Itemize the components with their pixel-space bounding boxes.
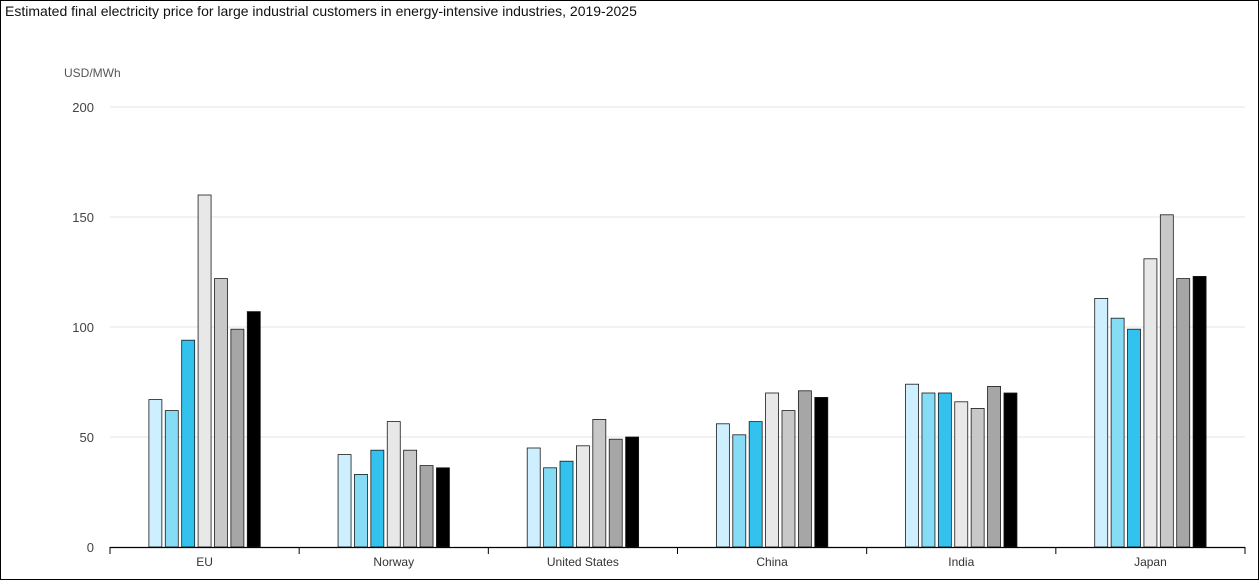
- bar: [1143, 258, 1158, 548]
- bar: [148, 399, 163, 548]
- x-axis: EU Norway United States China India Japan: [109, 546, 1246, 569]
- bars: [148, 194, 1207, 548]
- bar: [543, 467, 558, 548]
- bar: [436, 467, 450, 548]
- bar: [1003, 392, 1018, 548]
- bar: [592, 418, 607, 548]
- bar: [608, 438, 623, 548]
- bar: [987, 385, 1001, 548]
- x-tick-label: Norway: [373, 555, 414, 569]
- bar: [559, 460, 574, 548]
- x-tick-label: United States: [547, 555, 619, 569]
- bar: [732, 434, 747, 548]
- bar: [905, 383, 919, 548]
- y-tick-label: 200: [72, 100, 94, 115]
- y-tick-label: 0: [87, 540, 94, 555]
- bar: [1110, 317, 1125, 548]
- bar: [214, 278, 228, 548]
- x-tick-label: EU: [196, 555, 213, 569]
- bar: [386, 421, 401, 548]
- bar: [526, 447, 541, 548]
- bar: [715, 423, 730, 548]
- bar: [814, 396, 829, 548]
- chart-title: Estimated final electricity price for la…: [5, 3, 637, 19]
- bar: [1176, 278, 1191, 548]
- bar: [937, 392, 952, 548]
- y-tick-label: 50: [80, 430, 94, 445]
- bar: [164, 410, 179, 548]
- bar: [370, 449, 385, 548]
- bar: [748, 421, 763, 548]
- bar: [1192, 275, 1207, 548]
- bar: [419, 465, 434, 548]
- bar: [576, 445, 590, 548]
- bar: [1127, 328, 1141, 548]
- gridlines: 0 50 100 150 200: [72, 100, 1245, 555]
- bar: [797, 390, 812, 548]
- bar: [921, 392, 936, 548]
- bar: [337, 454, 352, 548]
- bar: [954, 401, 969, 548]
- bar: [181, 339, 196, 548]
- y-axis-unit-label: USD/MWh: [64, 66, 121, 80]
- bar: [625, 436, 640, 548]
- bar: [354, 473, 368, 548]
- bar: [1094, 297, 1109, 548]
- bar: [765, 392, 779, 548]
- bar: [197, 194, 212, 548]
- x-tick-label: China: [756, 555, 788, 569]
- bar: [230, 328, 245, 548]
- bar: [970, 407, 985, 548]
- bar: [781, 410, 796, 548]
- y-tick-label: 150: [72, 210, 94, 225]
- bar: [246, 311, 261, 548]
- x-tick-label: India: [948, 555, 974, 569]
- y-tick-label: 100: [72, 320, 94, 335]
- bar: [403, 449, 418, 548]
- x-tick-label: Japan: [1134, 555, 1167, 569]
- bar: [1159, 214, 1174, 548]
